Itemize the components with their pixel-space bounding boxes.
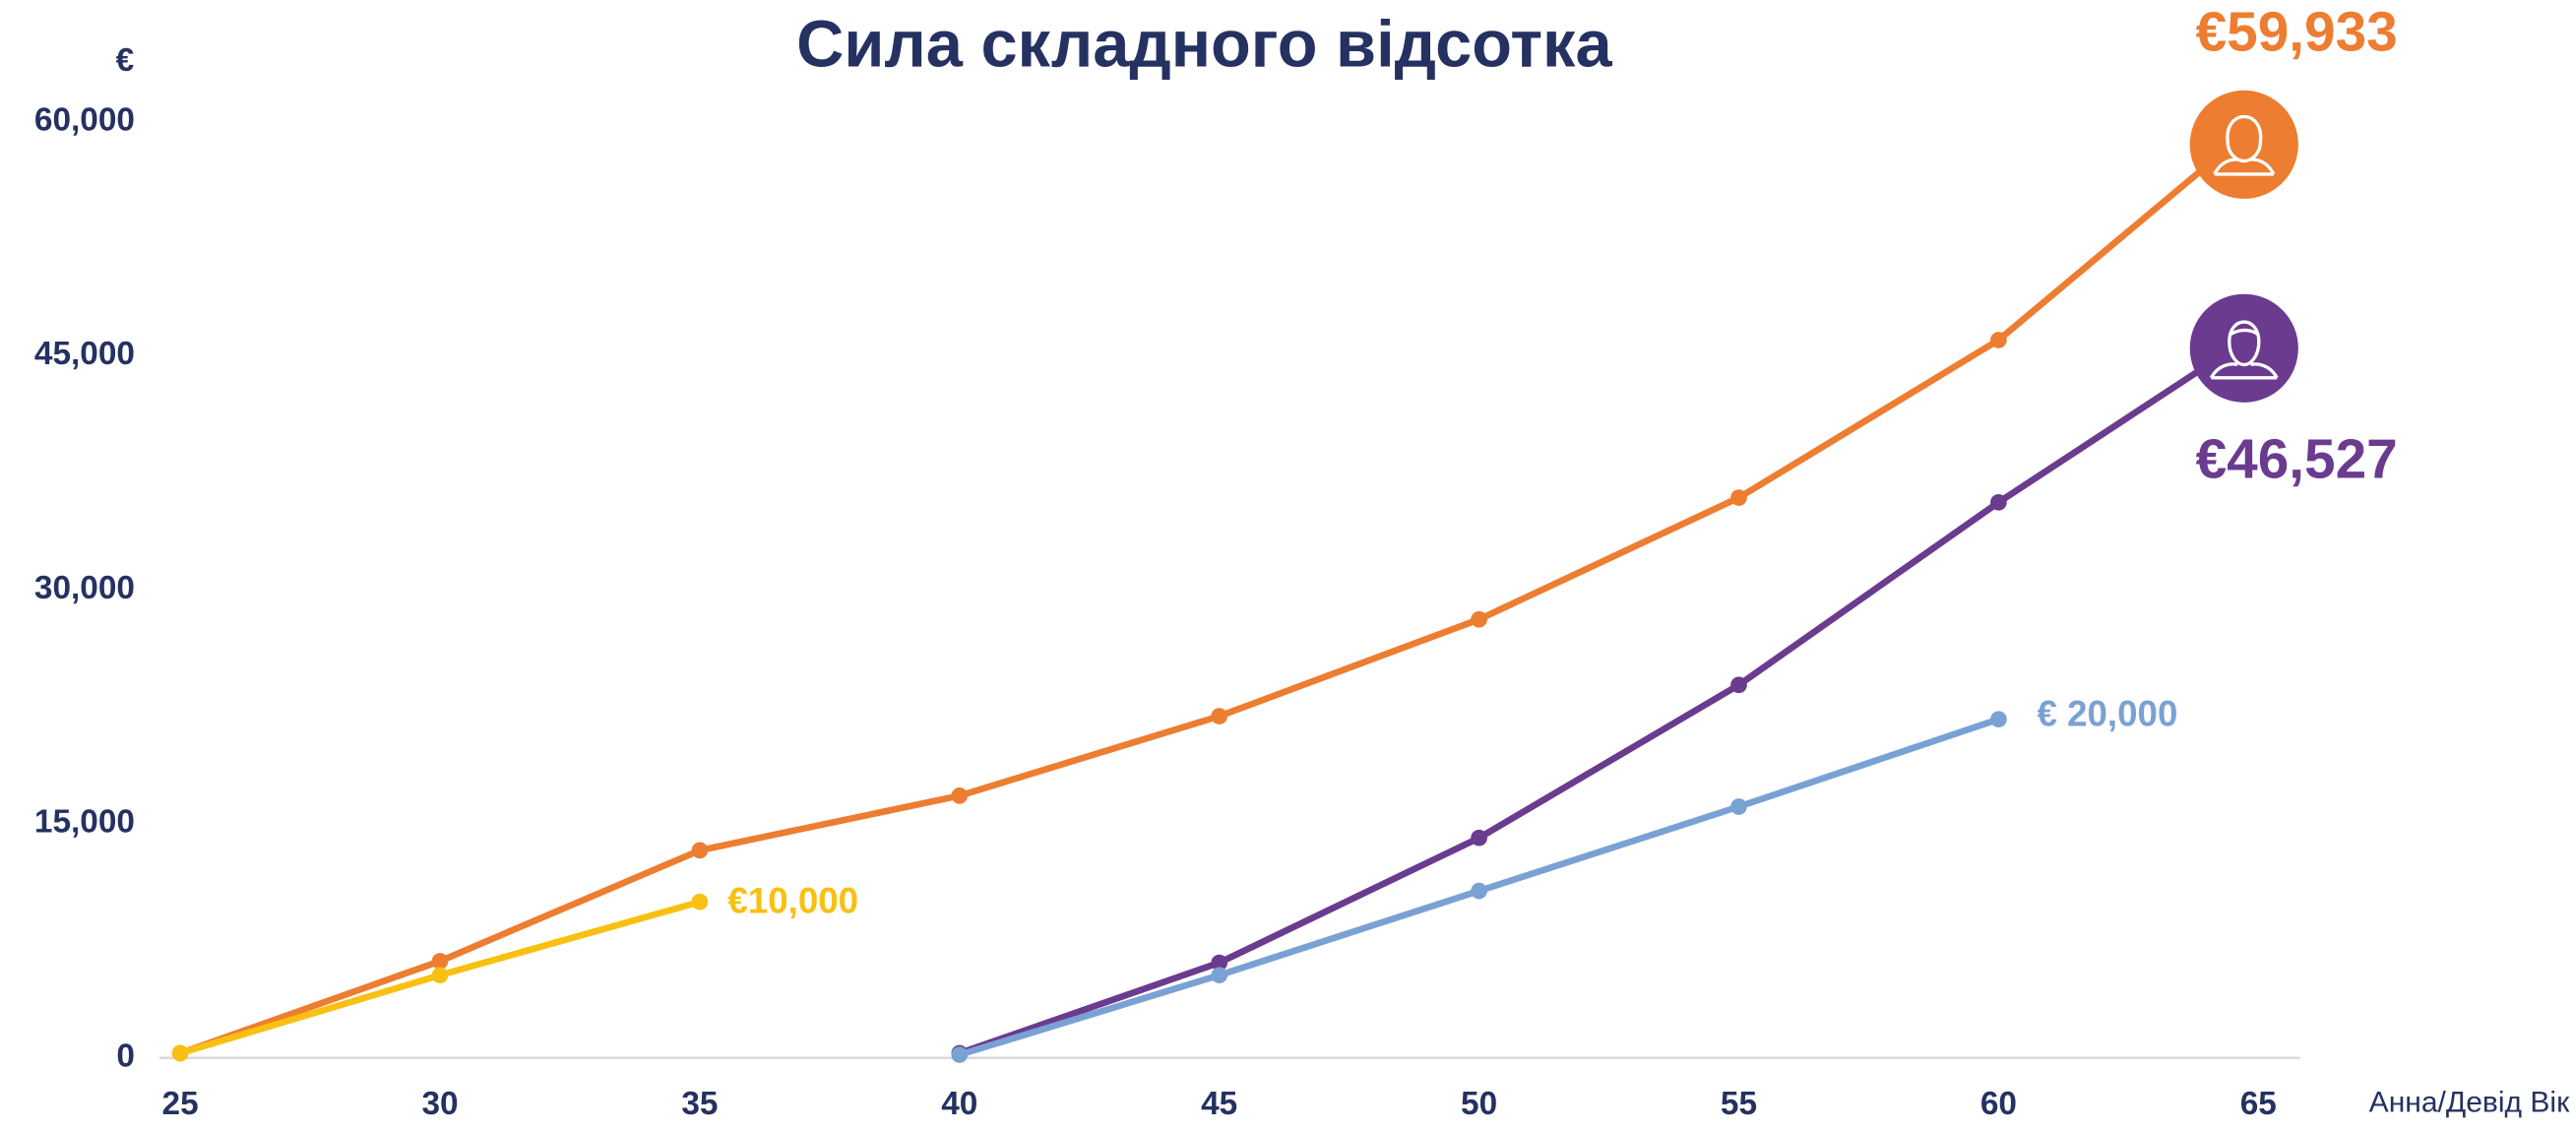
data-point bbox=[1730, 676, 1747, 694]
data-point bbox=[1211, 954, 1228, 972]
y-tick-label: 60,000 bbox=[34, 101, 135, 138]
data-point bbox=[171, 1044, 189, 1062]
end-value-annotation: € 20,000 bbox=[2037, 693, 2177, 733]
data-point bbox=[431, 967, 449, 984]
y-tick-label: 30,000 bbox=[34, 570, 135, 606]
male-icon bbox=[2189, 293, 2298, 403]
x-tick-label: 60 bbox=[1980, 1086, 2017, 1122]
end-value-annotation: €59,933 bbox=[2196, 2, 2398, 64]
x-tick-label: 55 bbox=[1721, 1086, 1757, 1122]
data-point bbox=[691, 842, 709, 859]
x-tick-label: 50 bbox=[1461, 1086, 1497, 1122]
data-point bbox=[951, 787, 969, 804]
x-tick-label: 25 bbox=[162, 1086, 199, 1122]
data-point bbox=[1730, 798, 1747, 815]
data-point bbox=[951, 1046, 969, 1063]
data-point bbox=[431, 953, 449, 970]
person-icons bbox=[2189, 90, 2298, 403]
female-icon bbox=[2189, 90, 2298, 199]
data-point bbox=[1990, 332, 2007, 348]
data-point bbox=[1990, 493, 2007, 511]
data-point bbox=[1990, 711, 2007, 728]
x-tick-label: 40 bbox=[941, 1086, 977, 1122]
data-point bbox=[1211, 708, 1228, 724]
y-tick-label: 0 bbox=[116, 1038, 135, 1075]
series-line bbox=[178, 119, 2261, 1057]
data-point bbox=[1730, 489, 1747, 506]
chart-title: Сила складного відсотка bbox=[796, 9, 1612, 82]
x-axis-label: Анна/Девід Вік bbox=[2369, 1086, 2570, 1118]
x-tick-label: 45 bbox=[1201, 1086, 1237, 1122]
y-axis-label: € bbox=[116, 42, 135, 79]
x-tick-label: 65 bbox=[2240, 1086, 2277, 1122]
end-value-annotation: €10,000 bbox=[727, 881, 858, 921]
data-point bbox=[1471, 882, 1487, 900]
data-point bbox=[1471, 829, 1487, 847]
y-tick-label: 15,000 bbox=[34, 804, 135, 841]
x-tick-label: 35 bbox=[681, 1086, 718, 1122]
y-tick-label: 45,000 bbox=[34, 336, 135, 372]
data-point bbox=[1211, 967, 1228, 984]
data-point bbox=[691, 893, 709, 911]
data-point bbox=[1471, 610, 1487, 628]
end-value-annotation: €46,527 bbox=[2196, 429, 2398, 491]
x-tick-label: 30 bbox=[421, 1086, 458, 1122]
series-line bbox=[958, 329, 2261, 1057]
